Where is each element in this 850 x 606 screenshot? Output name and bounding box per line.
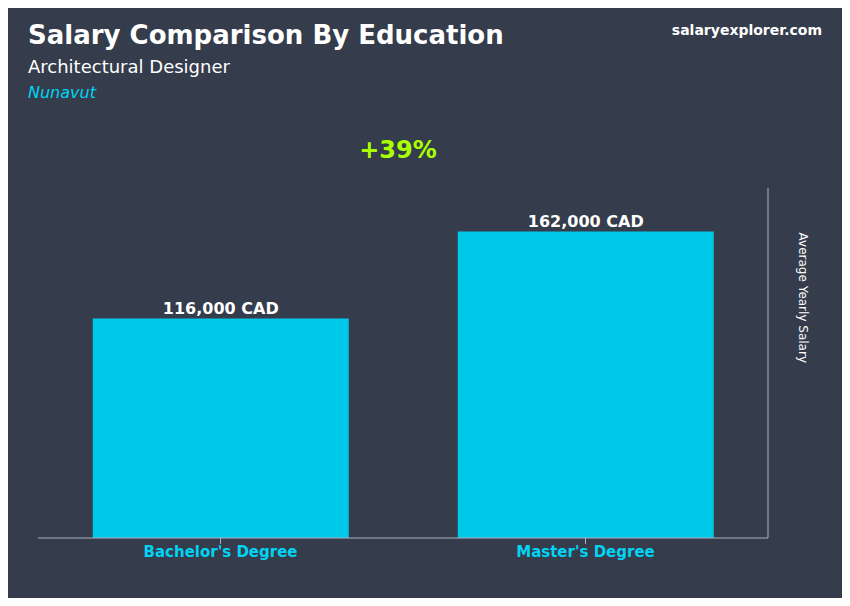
html-text:Architectural Designer: Architectural Designer <box>28 56 230 77</box>
svg-text:Bachelor's Degree: Bachelor's Degree <box>144 543 298 561</box>
svg-text:Average Yearly Salary: Average Yearly Salary <box>796 233 810 363</box>
html-text:salaryexplorer.com: salaryexplorer.com <box>671 22 822 38</box>
html-text:Nunavut: Nunavut <box>28 83 96 102</box>
svg-text:116,000 CAD: 116,000 CAD <box>163 299 279 318</box>
svg-text:162,000 CAD: 162,000 CAD <box>528 212 644 231</box>
html-text:+39%: +39% <box>359 136 437 164</box>
html-text:Salary Comparison By Education: Salary Comparison By Education <box>28 20 504 50</box>
svg-text:Master's Degree: Master's Degree <box>516 543 655 561</box>
